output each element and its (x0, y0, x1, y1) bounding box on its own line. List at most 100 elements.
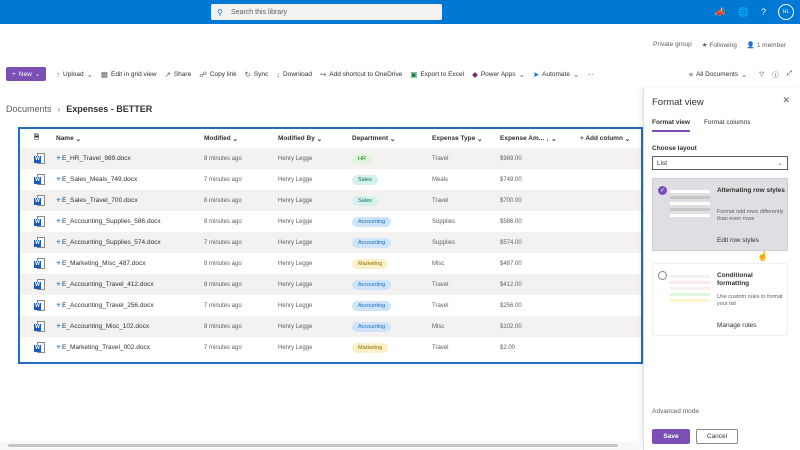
filter-icon[interactable]: ▽ (759, 71, 765, 78)
expense-amount-cell: $700.00 (500, 197, 522, 204)
option-alternating-rows[interactable]: ✓ Alternating row styles Format odd rows… (652, 178, 788, 261)
share-button[interactable]: ↗ Share (164, 69, 192, 79)
view-selector[interactable]: ≡ All Documents ⌄ (688, 69, 748, 79)
modified-by-cell[interactable]: Henry Legge (278, 197, 313, 204)
table-row[interactable]: W ✳ E_Sales_Meals_749.docx 7 minutes ago Hen… (20, 169, 641, 190)
megaphone-icon[interactable]: 📣 (714, 6, 726, 17)
expand-icon[interactable]: ⤢ (786, 70, 792, 77)
tab-format-columns[interactable]: Format columns (703, 119, 751, 126)
horizontal-scrollbar[interactable] (0, 441, 643, 450)
modified-by-cell[interactable]: Henry Legge (278, 239, 313, 246)
expense-type-cell: Supplies (432, 239, 456, 246)
new-item-icon: ✳ (56, 240, 62, 246)
breadcrumb-documents[interactable]: Documents (6, 104, 52, 114)
modified-by-cell[interactable]: Henry Legge (278, 176, 313, 183)
table-row[interactable]: W ✳ E_Marketing_Misc_487.docx 8 minutes ago… (20, 253, 641, 274)
members-button[interactable]: 👤 1 member (746, 42, 786, 49)
column-header-name[interactable]: Name ⌄ (56, 135, 81, 143)
column-header-modified[interactable]: Modified ⌄ (204, 135, 238, 143)
scrollbar-thumb[interactable] (8, 444, 618, 447)
modified-by-cell[interactable]: Henry Legge (278, 281, 313, 288)
chevron-down-icon: ⌄ (86, 69, 93, 79)
radio-conditional-formatting[interactable] (658, 271, 667, 280)
word-doc-icon: W (34, 337, 46, 358)
avatar[interactable]: HL (778, 4, 794, 20)
modified-cell: 7 minutes ago (204, 239, 242, 246)
cancel-button[interactable]: Cancel (696, 429, 738, 444)
chevron-down-icon: ⌄ (777, 160, 783, 167)
manage-rules-link[interactable]: Manage rules (717, 322, 757, 329)
close-icon[interactable]: ✕ (782, 95, 790, 105)
option-conditional-formatting[interactable]: Conditional formatting Use custom rules … (652, 263, 788, 336)
table-row[interactable]: W ✳ E_Accounting_Supplies_574.docx 7 minute… (20, 232, 641, 253)
view-options-icon: ≡ (688, 69, 694, 79)
modified-by-cell[interactable]: Henry Legge (278, 302, 313, 309)
upload-button[interactable]: ↑ Upload ⌄ (56, 69, 93, 79)
file-name-link[interactable]: ✳ E_HR_Travel_989.docx (56, 155, 131, 162)
automate-button[interactable]: ➤ Automate ⌄ (532, 69, 580, 79)
search-input[interactable]: Search this library (231, 8, 288, 16)
file-name-link[interactable]: ✳ E_Accounting_Travel_412.docx (56, 281, 154, 288)
save-button[interactable]: Save (652, 429, 690, 444)
edit-grid-button[interactable]: ▦ Edit in grid view (100, 69, 157, 79)
copy-link-button[interactable]: ☍ Copy link (199, 69, 237, 79)
file-name-link[interactable]: ✳ E_Accounting_Supplies_586.docx (56, 218, 161, 225)
add-column-button[interactable]: + Add column ⌄ (580, 135, 631, 143)
file-name-link[interactable]: ✳ E_Marketing_Travel_002.docx (56, 344, 150, 351)
column-header-department[interactable]: Department ⌄ (352, 135, 396, 143)
word-doc-icon: W (34, 295, 46, 316)
file-name-link[interactable]: ✳ E_Accounting_Supplies_574.docx (56, 239, 161, 246)
edit-row-styles-link[interactable]: Edit row styles (717, 237, 759, 244)
table-row[interactable]: W ✳ E_HR_Travel_989.docx 8 minutes ago Henry… (20, 148, 641, 169)
modified-by-cell[interactable]: Henry Legge (278, 344, 313, 351)
add-shortcut-button[interactable]: ↪ Add shortcut to OneDrive (319, 69, 403, 79)
advanced-mode-link[interactable]: Advanced mode (652, 408, 699, 415)
modified-by-cell[interactable]: Henry Legge (278, 260, 313, 267)
table-row[interactable]: W ✳ E_Sales_Travel_700.docx 8 minutes ago He… (20, 190, 641, 211)
table-row[interactable]: W ✳ E_Accounting_Travel_256.docx 7 minutes … (20, 295, 641, 316)
table-row[interactable]: W ✳ E_Accounting_Supplies_586.docx 8 minute… (20, 211, 641, 232)
automate-icon: ➤ (532, 69, 540, 79)
tab-format-view[interactable]: Format view (652, 119, 690, 132)
power-apps-button[interactable]: ◆ Power Apps ⌄ (472, 69, 525, 79)
table-row[interactable]: W ✳ E_Accounting_Misc_102.docx 8 minutes ag… (20, 316, 641, 337)
question-icon[interactable]: ? (760, 7, 766, 17)
modified-by-cell[interactable]: Henry Legge (278, 218, 313, 225)
file-type-header-icon[interactable]: 🗎 (34, 134, 40, 141)
file-name-link[interactable]: ✳ E_Sales_Travel_700.docx (56, 197, 138, 204)
expense-amount-cell: $749.00 (500, 176, 522, 183)
file-name-link[interactable]: ✳ E_Accounting_Misc_102.docx (56, 323, 150, 330)
file-name-link[interactable]: ✳ E_Marketing_Misc_487.docx (56, 260, 146, 267)
info-icon[interactable]: ⓘ (772, 72, 779, 79)
department-badge: Marketing (352, 258, 389, 269)
following-button[interactable]: ★ Following (701, 42, 737, 49)
power-apps-icon: ◆ (472, 69, 478, 79)
hand-cursor-icon: ☝ (757, 251, 769, 261)
radio-alternating-rows[interactable]: ✓ (658, 186, 667, 195)
word-doc-icon: W (34, 211, 46, 232)
export-excel-button[interactable]: ▣ Export to Excel (410, 69, 465, 79)
column-header-expense-type[interactable]: Expense Type ⌄ (432, 135, 483, 143)
globe-icon[interactable]: 🌐 (737, 6, 749, 17)
table-row[interactable]: W ✳ E_Accounting_Travel_412.docx 8 minutes … (20, 274, 641, 295)
table-row[interactable]: W ✳ E_Marketing_Travel_002.docx 7 minutes a… (20, 337, 641, 358)
download-button[interactable]: ↓ Download (276, 69, 312, 79)
layout-dropdown[interactable]: List ⌄ (652, 156, 788, 170)
more-button[interactable]: ··· (587, 70, 594, 78)
expense-amount-cell: $989.00 (500, 155, 522, 162)
expense-amount-cell: $412.00 (500, 281, 522, 288)
link-icon: ☍ (199, 69, 207, 79)
new-button[interactable]: + New ⌄ (6, 67, 47, 81)
file-name-link[interactable]: ✳ E_Accounting_Travel_256.docx (56, 302, 154, 309)
department-badge: Accounting (352, 321, 392, 332)
sync-button[interactable]: ↻ Sync (244, 69, 269, 79)
modified-by-cell[interactable]: Henry Legge (278, 323, 313, 330)
new-item-icon: ✳ (56, 219, 62, 225)
department-badge: Accounting (352, 237, 392, 248)
modified-cell: 7 minutes ago (204, 176, 242, 183)
column-header-expense-amount[interactable]: Expense Am... ↓ ⌄ (500, 135, 557, 143)
modified-by-cell[interactable]: Henry Legge (278, 155, 313, 162)
file-name-link[interactable]: ✳ E_Sales_Meals_749.docx (56, 176, 138, 183)
search-box[interactable]: ⚲ Search this library (211, 4, 442, 20)
column-header-modified-by[interactable]: Modified By ⌄ (278, 135, 323, 143)
